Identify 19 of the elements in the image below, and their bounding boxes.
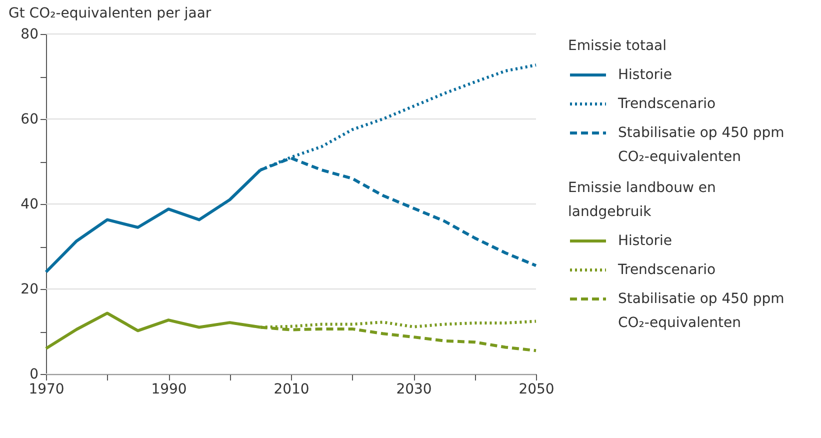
y-axis-title: Gt CO₂-equivalenten per jaar: [8, 6, 212, 22]
x-tick-label: 2010: [274, 382, 310, 398]
y-tick-label: 80: [20, 26, 38, 42]
text: Emissie totaal: [568, 38, 667, 54]
legend-label: Stabilisatie op 450 ppm CO₂-equivalenten: [618, 291, 784, 331]
x-tick-label: 2030: [396, 382, 432, 398]
y-tick-label: 20: [20, 282, 38, 298]
y-tick-label: 40: [20, 196, 38, 212]
x-tick-label: 1990: [151, 382, 187, 398]
x-tick-label: 2050: [518, 382, 554, 398]
legend-label: Historie: [618, 67, 672, 83]
text: Emissie landbouw en landgebruik: [568, 180, 716, 220]
legend-label: Trendscenario: [617, 96, 716, 112]
legend-label: Stabilisatie op 450 ppm CO₂-equivalenten: [618, 125, 784, 165]
x-tick-label: 1970: [28, 382, 64, 398]
y-tick-label: 0: [30, 366, 38, 382]
legend-label: Historie: [618, 233, 672, 249]
legend-label: Trendscenario: [617, 262, 716, 278]
y-tick-label: 60: [20, 112, 38, 128]
